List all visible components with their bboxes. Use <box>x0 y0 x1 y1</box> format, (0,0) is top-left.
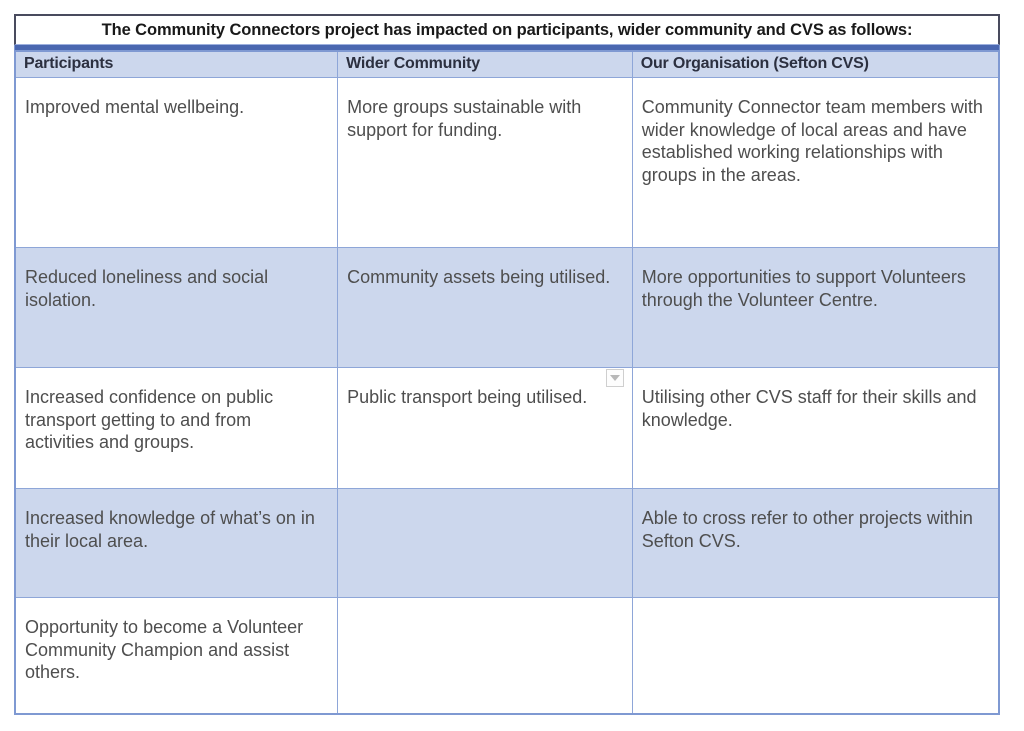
table-cell: Increased confidence on public transport… <box>14 367 339 489</box>
column-header-participants: Participants <box>14 51 339 78</box>
table-cell: Community assets being utilised. <box>337 247 633 368</box>
table-row: Opportunity to become a Volunteer Commun… <box>14 597 1000 714</box>
header-row: Participants Wider Community Our Organis… <box>14 51 1000 78</box>
table-row: Reduced loneliness and social isolation.… <box>14 247 1000 368</box>
impact-grid: Participants Wider Community Our Organis… <box>14 50 1000 715</box>
table-cell <box>631 597 1000 714</box>
table-cell: Improved mental wellbeing. <box>14 77 339 248</box>
table-cell: Public transport being utilised. <box>337 367 633 489</box>
table-row: Increased confidence on public transport… <box>14 367 1000 489</box>
table-row: Improved mental wellbeing. More groups s… <box>14 77 1000 248</box>
table-cell <box>337 488 633 598</box>
table-cell: More opportunities to support Volunteers… <box>631 247 1000 368</box>
table-title: The Community Connectors project has imp… <box>14 14 1000 45</box>
table-cell: Reduced loneliness and social isolation. <box>14 247 339 368</box>
down-triangle-glyph <box>610 375 620 381</box>
table-cell: Opportunity to become a Volunteer Commun… <box>14 597 339 714</box>
table-cell: Utilising other CVS staff for their skil… <box>631 367 1000 489</box>
column-header-wider-community: Wider Community <box>337 51 633 78</box>
table-cell: Increased knowledge of what’s on in thei… <box>14 488 339 598</box>
title-divider-band <box>14 45 1000 50</box>
dropdown-arrow-icon[interactable] <box>606 369 624 387</box>
table-cell: More groups sustainable with support for… <box>337 77 633 248</box>
table-row: Increased knowledge of what’s on in thei… <box>14 488 1000 598</box>
column-header-our-organisation: Our Organisation (Sefton CVS) <box>631 51 1000 78</box>
impact-table: The Community Connectors project has imp… <box>14 14 1000 715</box>
table-cell: Community Connector team members with wi… <box>631 77 1000 248</box>
table-cell <box>337 597 633 714</box>
table-cell: Able to cross refer to other projects wi… <box>631 488 1000 598</box>
